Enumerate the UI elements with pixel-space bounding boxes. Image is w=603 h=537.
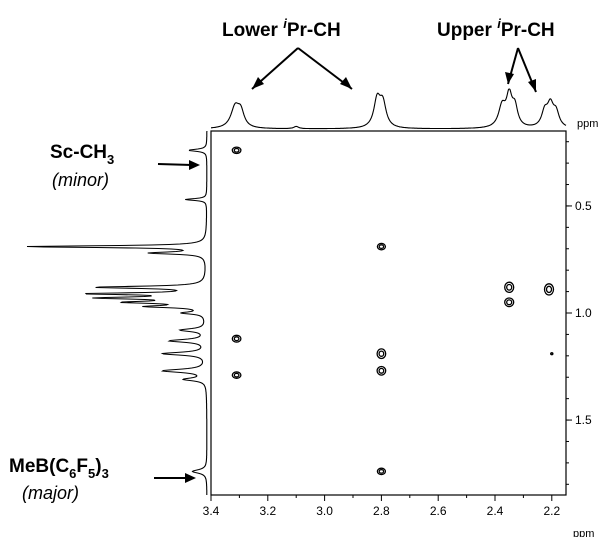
cross-peak [550,352,554,356]
sc-ch3-minor-note: (minor) [52,170,109,190]
top-projection-spectrum [211,88,567,130]
cross-peak [231,371,242,379]
contour-line [376,242,387,251]
contour-line [378,367,385,374]
cross-peak [231,334,242,343]
x-tick-label: 2.6 [430,504,447,518]
lower-ipr-ch-label: Lower iPr-CH [222,16,341,41]
upper-ipr-ch-label: Upper iPr-CH [437,16,555,41]
y-tick-label: 1.5 [575,413,592,427]
arrowhead-upper-left [505,72,514,84]
contour-line [231,371,242,379]
contour-line [504,297,515,308]
contour-line [550,352,554,356]
left-projection-spectrum [26,131,208,495]
contour-line [376,348,387,360]
contour-line [233,336,240,342]
arrow-heads [185,72,536,483]
contour-line [233,372,240,378]
x-tick-label: 2.2 [543,504,560,518]
x-axis: 3.4 3.2 3.0 2.8 2.6 2.4 2.2 [203,495,560,518]
contour-line [376,365,387,376]
x-tick-label: 2.8 [373,504,390,518]
cross-peak [376,348,387,360]
cross-peak [376,242,387,251]
cross-peak [376,365,387,376]
y-axis-unit: ppm [577,118,598,130]
cross-peak [231,146,242,155]
arrow-sc-ch3 [157,163,193,166]
x-tick-label: 2.4 [487,504,504,518]
contour-line [376,467,387,476]
sc-ch3-label: Sc-CH3 [50,142,114,167]
arrowhead-sc-ch3 [189,160,200,170]
arrowhead-lower-left [252,77,264,89]
contour-line [378,468,385,474]
cross-peak [543,283,555,296]
contour-line [231,146,242,155]
cross-peak [504,297,515,308]
contour-line [233,147,240,153]
contour-line [543,283,555,296]
contour-line [378,244,385,250]
x-tick-label: 3.2 [259,504,276,518]
meb-major-note: (major) [22,483,79,503]
x-axis-unit: ppm [573,528,594,537]
y-axis: 0.5 1.0 1.5 [566,141,592,485]
plot-frame [210,130,567,496]
cross-peak [376,467,387,476]
meb-c6f5-3-label: MeB(C6F5)3 [9,456,109,481]
contour-line [504,281,515,294]
contour-line [378,350,385,357]
cross-peak [504,281,515,294]
contour-line [231,334,242,343]
arrowhead-meb [185,473,196,483]
contour-line [545,285,553,294]
x-tick-label: 3.4 [203,504,220,518]
y-tick-label: 1.0 [575,306,592,320]
cross-peaks [231,146,555,476]
y-tick-label: 0.5 [575,199,592,213]
contour-line [506,283,513,291]
x-tick-label: 3.0 [316,504,333,518]
arrowhead-lower-right [340,77,352,89]
contour-line [506,299,513,306]
arrowhead-upper-right [528,79,536,92]
